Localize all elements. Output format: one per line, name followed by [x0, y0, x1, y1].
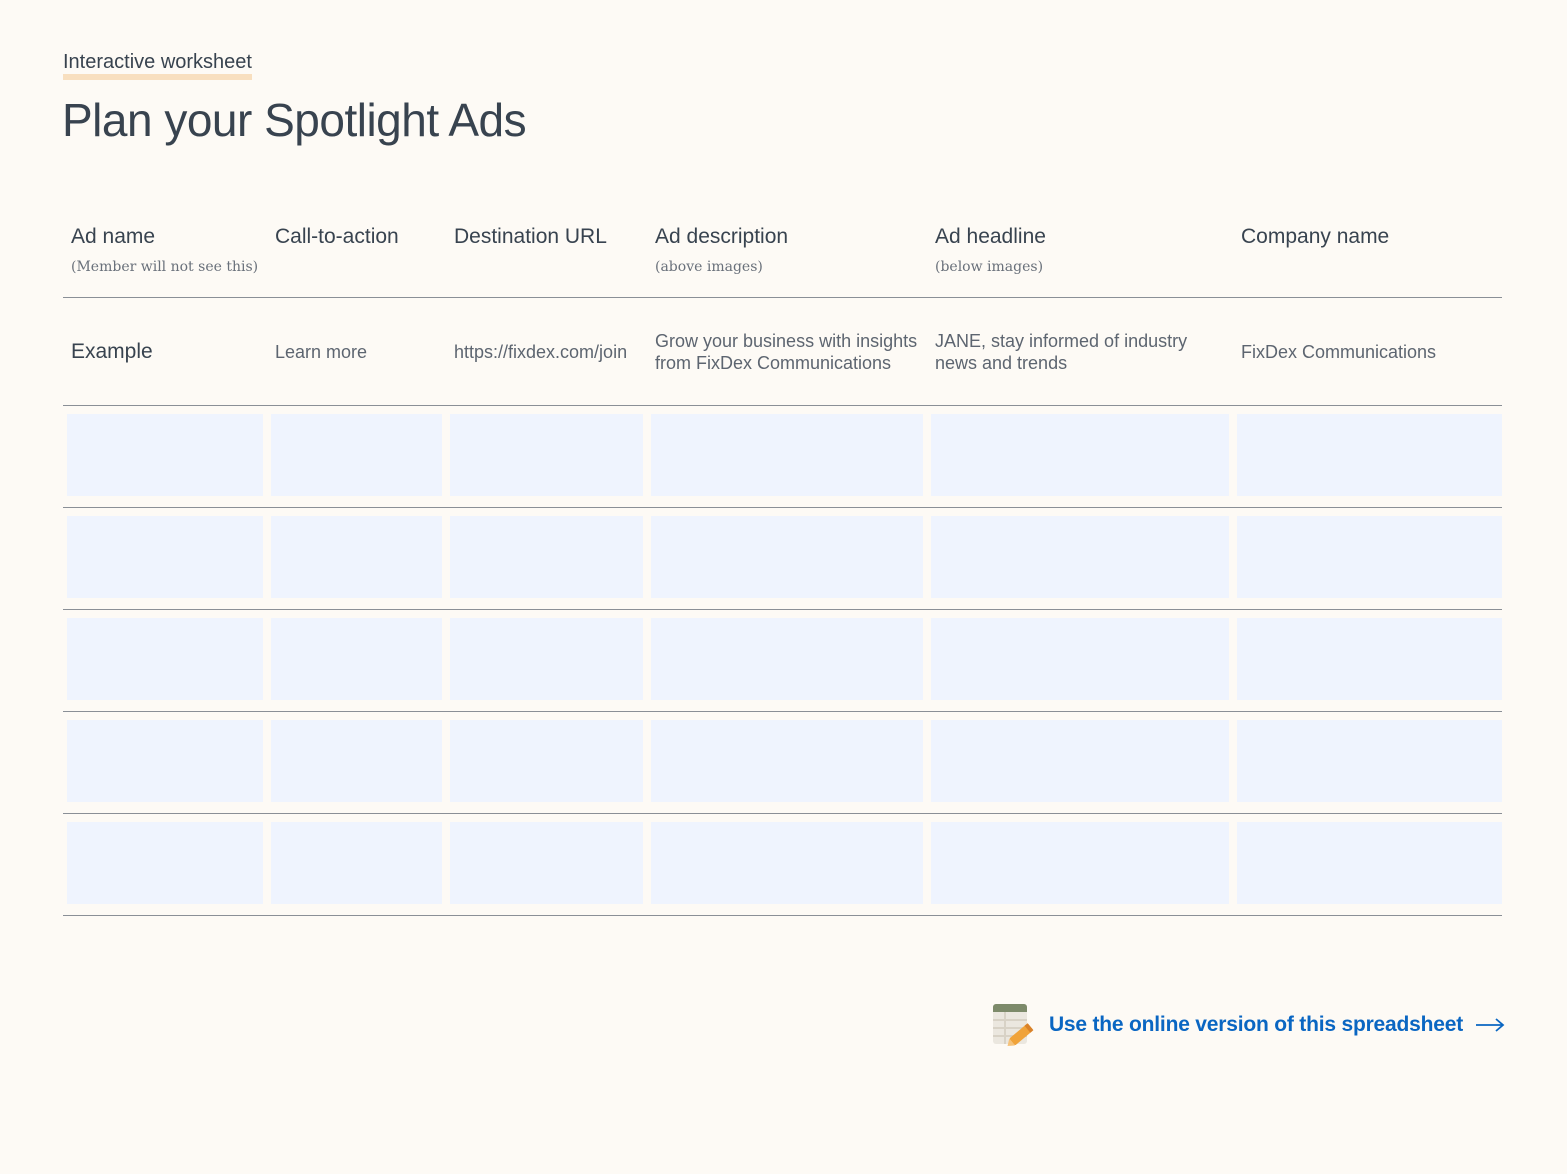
input-row: [63, 712, 1502, 814]
input-row: [63, 814, 1502, 916]
column-header-company-name: Company name: [1233, 210, 1502, 297]
input-cell-ad-description[interactable]: [651, 720, 923, 802]
example-ad-name: Example: [71, 339, 153, 363]
input-cell-destination-url[interactable]: [450, 720, 643, 802]
example-row: Example Learn more https://fixdex.com/jo…: [63, 298, 1502, 406]
input-cell-ad-description[interactable]: [651, 822, 923, 904]
column-label: Call-to-action: [275, 225, 399, 248]
input-cell-call-to-action[interactable]: [271, 720, 442, 802]
input-cell-ad-name[interactable]: [67, 516, 263, 598]
page-title: Plan your Spotlight Ads: [62, 94, 527, 146]
input-rows: [63, 406, 1502, 916]
input-cell-call-to-action[interactable]: [271, 618, 442, 700]
column-label: Company name: [1241, 225, 1390, 248]
column-header-call-to-action: Call-to-action: [267, 210, 446, 297]
input-cell-call-to-action[interactable]: [271, 822, 442, 904]
column-header-ad-description: Ad description (above images): [647, 210, 927, 297]
column-label: Ad description: [655, 225, 789, 248]
eyebrow-label: Interactive worksheet: [63, 50, 252, 80]
input-cell-company-name[interactable]: [1237, 414, 1502, 496]
input-cell-ad-description[interactable]: [651, 516, 923, 598]
input-cell-company-name[interactable]: [1237, 822, 1502, 904]
input-cell-ad-headline[interactable]: [931, 720, 1229, 802]
input-cell-destination-url[interactable]: [450, 618, 643, 700]
input-row: [63, 406, 1502, 508]
column-label: Destination URL: [454, 225, 607, 248]
example-ad-description: Grow your business with insights from Fi…: [655, 330, 918, 373]
column-header-ad-headline: Ad headline (below images): [927, 210, 1233, 297]
column-note: (above images): [655, 259, 763, 275]
column-header-ad-name: Ad name (Member will not see this): [63, 210, 267, 297]
input-cell-ad-name[interactable]: [67, 720, 263, 802]
example-ad-headline: JANE, stay informed of industry news and…: [935, 330, 1188, 373]
input-row: [63, 610, 1502, 712]
input-cell-destination-url[interactable]: [450, 822, 643, 904]
online-spreadsheet-link[interactable]: Use the online version of this spreadshe…: [991, 1002, 1505, 1048]
column-header-destination-url: Destination URL: [446, 210, 647, 297]
example-call-to-action: Learn more: [275, 341, 368, 362]
input-cell-destination-url[interactable]: [450, 516, 643, 598]
input-cell-ad-headline[interactable]: [931, 414, 1229, 496]
input-cell-call-to-action[interactable]: [271, 516, 442, 598]
input-cell-destination-url[interactable]: [450, 414, 643, 496]
input-cell-ad-headline[interactable]: [931, 822, 1229, 904]
example-company-name: FixDex Communications: [1241, 341, 1437, 362]
input-cell-company-name[interactable]: [1237, 516, 1502, 598]
column-label: Ad headline: [935, 225, 1046, 248]
input-cell-company-name[interactable]: [1237, 720, 1502, 802]
input-cell-ad-headline[interactable]: [931, 618, 1229, 700]
column-note: (Member will not see this): [71, 259, 259, 275]
column-label: Ad name: [71, 225, 156, 248]
header-row: Ad name (Member will not see this) Call-…: [63, 210, 1502, 298]
spreadsheet-edit-icon: [992, 1004, 1034, 1046]
input-cell-ad-name[interactable]: [67, 822, 263, 904]
input-cell-ad-description[interactable]: [651, 414, 923, 496]
input-cell-call-to-action[interactable]: [271, 414, 442, 496]
input-cell-ad-name[interactable]: [67, 414, 263, 496]
link-text[interactable]: Use the online version of this spreadshe…: [1048, 1013, 1463, 1036]
spreadsheet-table: Ad name (Member will not see this) Call-…: [63, 210, 1502, 916]
input-cell-ad-headline[interactable]: [931, 516, 1229, 598]
input-row: [63, 508, 1502, 610]
example-destination-url: https://fixdex.com/join: [454, 341, 628, 362]
input-cell-ad-name[interactable]: [67, 618, 263, 700]
column-note: (below images): [935, 259, 1044, 275]
input-cell-company-name[interactable]: [1237, 618, 1502, 700]
input-cell-ad-description[interactable]: [651, 618, 923, 700]
arrow-right-icon: [1476, 1018, 1505, 1032]
